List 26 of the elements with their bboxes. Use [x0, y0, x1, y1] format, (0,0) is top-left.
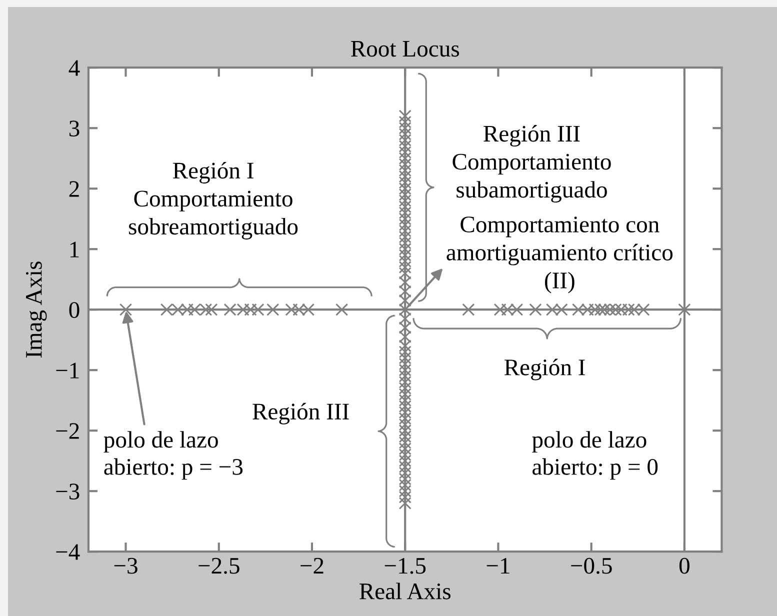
chart-title: Root Locus	[351, 41, 460, 57]
y-tick-label: 3	[69, 120, 80, 137]
x-axis-title: Real Axis	[360, 582, 450, 600]
annotation: Comportamiento con amortiguamiento crítico (II)	[446, 216, 673, 294]
y-tick-label: 4	[68, 60, 80, 76]
x-tick-label: −2	[300, 558, 324, 574]
y-tick-label: −2	[56, 423, 79, 439]
annotation: Región I Comportamiento sobreamortiguado	[129, 162, 298, 240]
y-tick-label: 1	[70, 242, 79, 258]
y-tick-label: −4	[56, 544, 80, 560]
y-tick-label: 2	[69, 181, 79, 197]
y-axis-title: Imag Axis	[26, 262, 47, 358]
annotation: Región III Comportamiento subamortiguado	[452, 125, 611, 203]
y-tick-label: 0	[69, 302, 80, 318]
x-tick-label: 0	[679, 558, 690, 574]
annotation: Región I	[504, 358, 585, 380]
y-tick-label: −3	[56, 484, 80, 500]
x-tick-label: −2.5	[198, 558, 240, 574]
x-tick-label: −1	[486, 558, 510, 574]
annotation: polo de lazo abierto: p = 0	[532, 431, 658, 480]
x-tick-label: −3	[114, 558, 138, 574]
annotation: polo de lazo abierto: p = −3	[104, 431, 243, 480]
x-tick-label: −1.5	[384, 558, 426, 574]
annotation: Región III	[252, 402, 349, 424]
y-tick-label: −1	[56, 362, 79, 378]
x-tick-label: −0.5	[571, 558, 612, 574]
